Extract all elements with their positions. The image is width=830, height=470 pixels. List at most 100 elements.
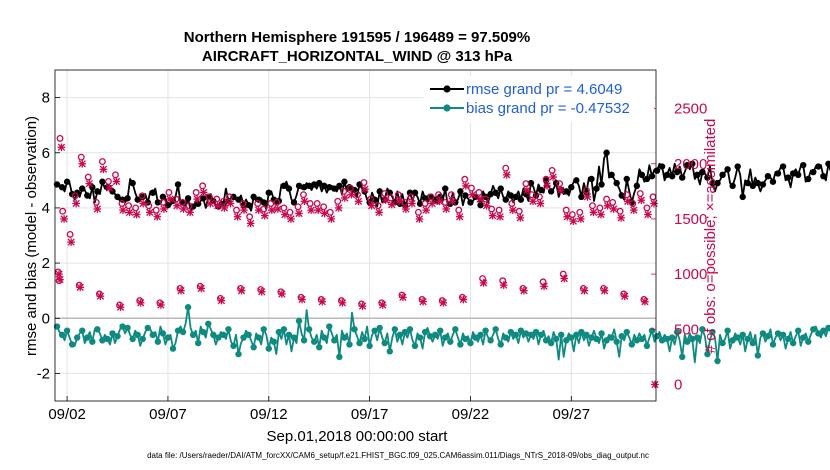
obs-assimilated-marker bbox=[281, 210, 289, 219]
bias-data-point bbox=[179, 328, 187, 336]
bias-data-point bbox=[280, 326, 288, 333]
rmse-data-point bbox=[709, 179, 716, 187]
obs-possible-marker bbox=[192, 189, 200, 196]
obs-assimilated-marker bbox=[502, 171, 511, 179]
left-y-axis-ticks: -2 0 2 4 6 8 bbox=[37, 90, 60, 382]
rmse-data-point bbox=[462, 192, 469, 199]
bias-data-point bbox=[719, 339, 726, 347]
obs-possible-marker bbox=[280, 204, 288, 212]
bias-data-point bbox=[744, 335, 751, 343]
obs-assimilated-marker bbox=[609, 205, 618, 213]
obs-assimilated-marker bbox=[166, 195, 174, 203]
bias-data-point bbox=[421, 328, 429, 336]
rmse-data-point bbox=[810, 168, 817, 176]
bias-data-point bbox=[331, 337, 338, 344]
rmse-data-point bbox=[285, 185, 293, 192]
left-y-tick-label: 4 bbox=[42, 200, 50, 217]
bias-data-point bbox=[603, 337, 610, 344]
rmse-data-point bbox=[800, 161, 807, 169]
right-y-tick-label: 1000 bbox=[674, 266, 707, 283]
obs-assimilated-marker bbox=[448, 197, 457, 206]
obs-count-layer bbox=[54, 134, 659, 389]
bias-data-point bbox=[653, 332, 661, 340]
rmse-data-point bbox=[376, 188, 383, 195]
bias-data-point bbox=[149, 331, 157, 338]
obs-possible-marker bbox=[535, 193, 543, 201]
obs-assimilated-marker bbox=[179, 205, 188, 213]
obs-assimilated-marker bbox=[381, 196, 390, 204]
bias-data-point bbox=[623, 328, 630, 336]
bias-data-point bbox=[381, 339, 388, 347]
bias-data-point bbox=[477, 331, 484, 338]
obs-assimilated-marker bbox=[197, 284, 206, 293]
bias-data-point bbox=[169, 345, 177, 352]
bias-data-point bbox=[396, 331, 404, 338]
obs-assimilated-marker bbox=[257, 287, 266, 296]
obs-assimilated-marker bbox=[569, 217, 578, 225]
rmse-data-point bbox=[174, 181, 182, 188]
obs-assimilated-marker bbox=[583, 193, 592, 201]
obs-assimilated-marker bbox=[145, 208, 154, 217]
obs-assimilated-marker bbox=[476, 195, 484, 203]
obs-possible-marker bbox=[294, 203, 302, 211]
obs-assimilated-marker bbox=[318, 297, 327, 306]
obs-assimilated-marker bbox=[482, 201, 491, 210]
obs-possible-marker bbox=[165, 189, 173, 196]
left-y-tick-label: 8 bbox=[42, 90, 50, 107]
bias-data-point bbox=[764, 332, 772, 340]
bias-data-point bbox=[104, 335, 111, 343]
bias-data-point bbox=[346, 341, 353, 348]
bias-data-point bbox=[89, 338, 96, 345]
rmse-data-point bbox=[154, 199, 162, 206]
obs-assimilated-marker bbox=[76, 283, 85, 292]
rmse-data-point bbox=[618, 192, 625, 199]
bias-data-point bbox=[794, 327, 802, 334]
obs-possible-marker bbox=[239, 200, 247, 207]
rmse-data-point bbox=[300, 184, 308, 191]
rmse-data-point bbox=[58, 184, 66, 191]
obs-assimilated-marker bbox=[233, 212, 242, 221]
bias-data-point bbox=[769, 341, 777, 348]
obs-assimilated-marker bbox=[468, 190, 477, 199]
rmse-data-point bbox=[129, 179, 136, 187]
obs-possible-marker bbox=[616, 207, 624, 215]
rmse-data-point bbox=[613, 179, 620, 187]
bias-data-point bbox=[774, 330, 782, 337]
bias-data-point bbox=[805, 338, 812, 345]
rmse-data-point bbox=[598, 181, 605, 188]
obs-possible-marker bbox=[508, 200, 516, 207]
rmse-data-point bbox=[134, 196, 141, 203]
obs-possible-marker bbox=[66, 230, 74, 238]
obs-assimilated-marker bbox=[136, 299, 145, 307]
obs-assimilated-marker bbox=[496, 212, 504, 221]
right-y-tick-label: 2500 bbox=[674, 101, 707, 118]
obs-assimilated-marker bbox=[72, 199, 80, 208]
obs-possible-marker bbox=[589, 202, 596, 210]
obs-assimilated-marker bbox=[177, 286, 185, 295]
rmse-data-point bbox=[648, 172, 656, 180]
bias-data-point bbox=[679, 353, 686, 361]
bias-data-point bbox=[613, 338, 620, 345]
rmse-data-point bbox=[159, 193, 167, 201]
rmse-data-point bbox=[467, 199, 474, 206]
rmse-data-point bbox=[724, 166, 731, 173]
right-y-tick-label: 2000 bbox=[674, 156, 707, 173]
bias-data-point bbox=[230, 342, 237, 350]
rmse-data-point bbox=[184, 195, 192, 202]
obs-possible-marker bbox=[77, 153, 85, 161]
rmse-data-point bbox=[734, 163, 741, 170]
bias-data-point bbox=[452, 326, 459, 333]
bias-data-point bbox=[326, 323, 333, 330]
obs-possible-marker bbox=[447, 191, 455, 199]
bias-data-point bbox=[583, 331, 590, 338]
obs-assimilated-marker bbox=[132, 210, 141, 219]
rmse-data-point bbox=[714, 179, 721, 187]
bias-data-point bbox=[714, 357, 721, 365]
bias-data-point bbox=[260, 326, 267, 333]
bias-data-point bbox=[668, 334, 676, 341]
bias-data-point bbox=[689, 335, 696, 343]
rmse-data-point bbox=[321, 182, 328, 190]
rmse-data-point bbox=[684, 161, 691, 169]
obs-assimilated-marker bbox=[523, 186, 531, 195]
bias-data-point bbox=[537, 331, 545, 338]
